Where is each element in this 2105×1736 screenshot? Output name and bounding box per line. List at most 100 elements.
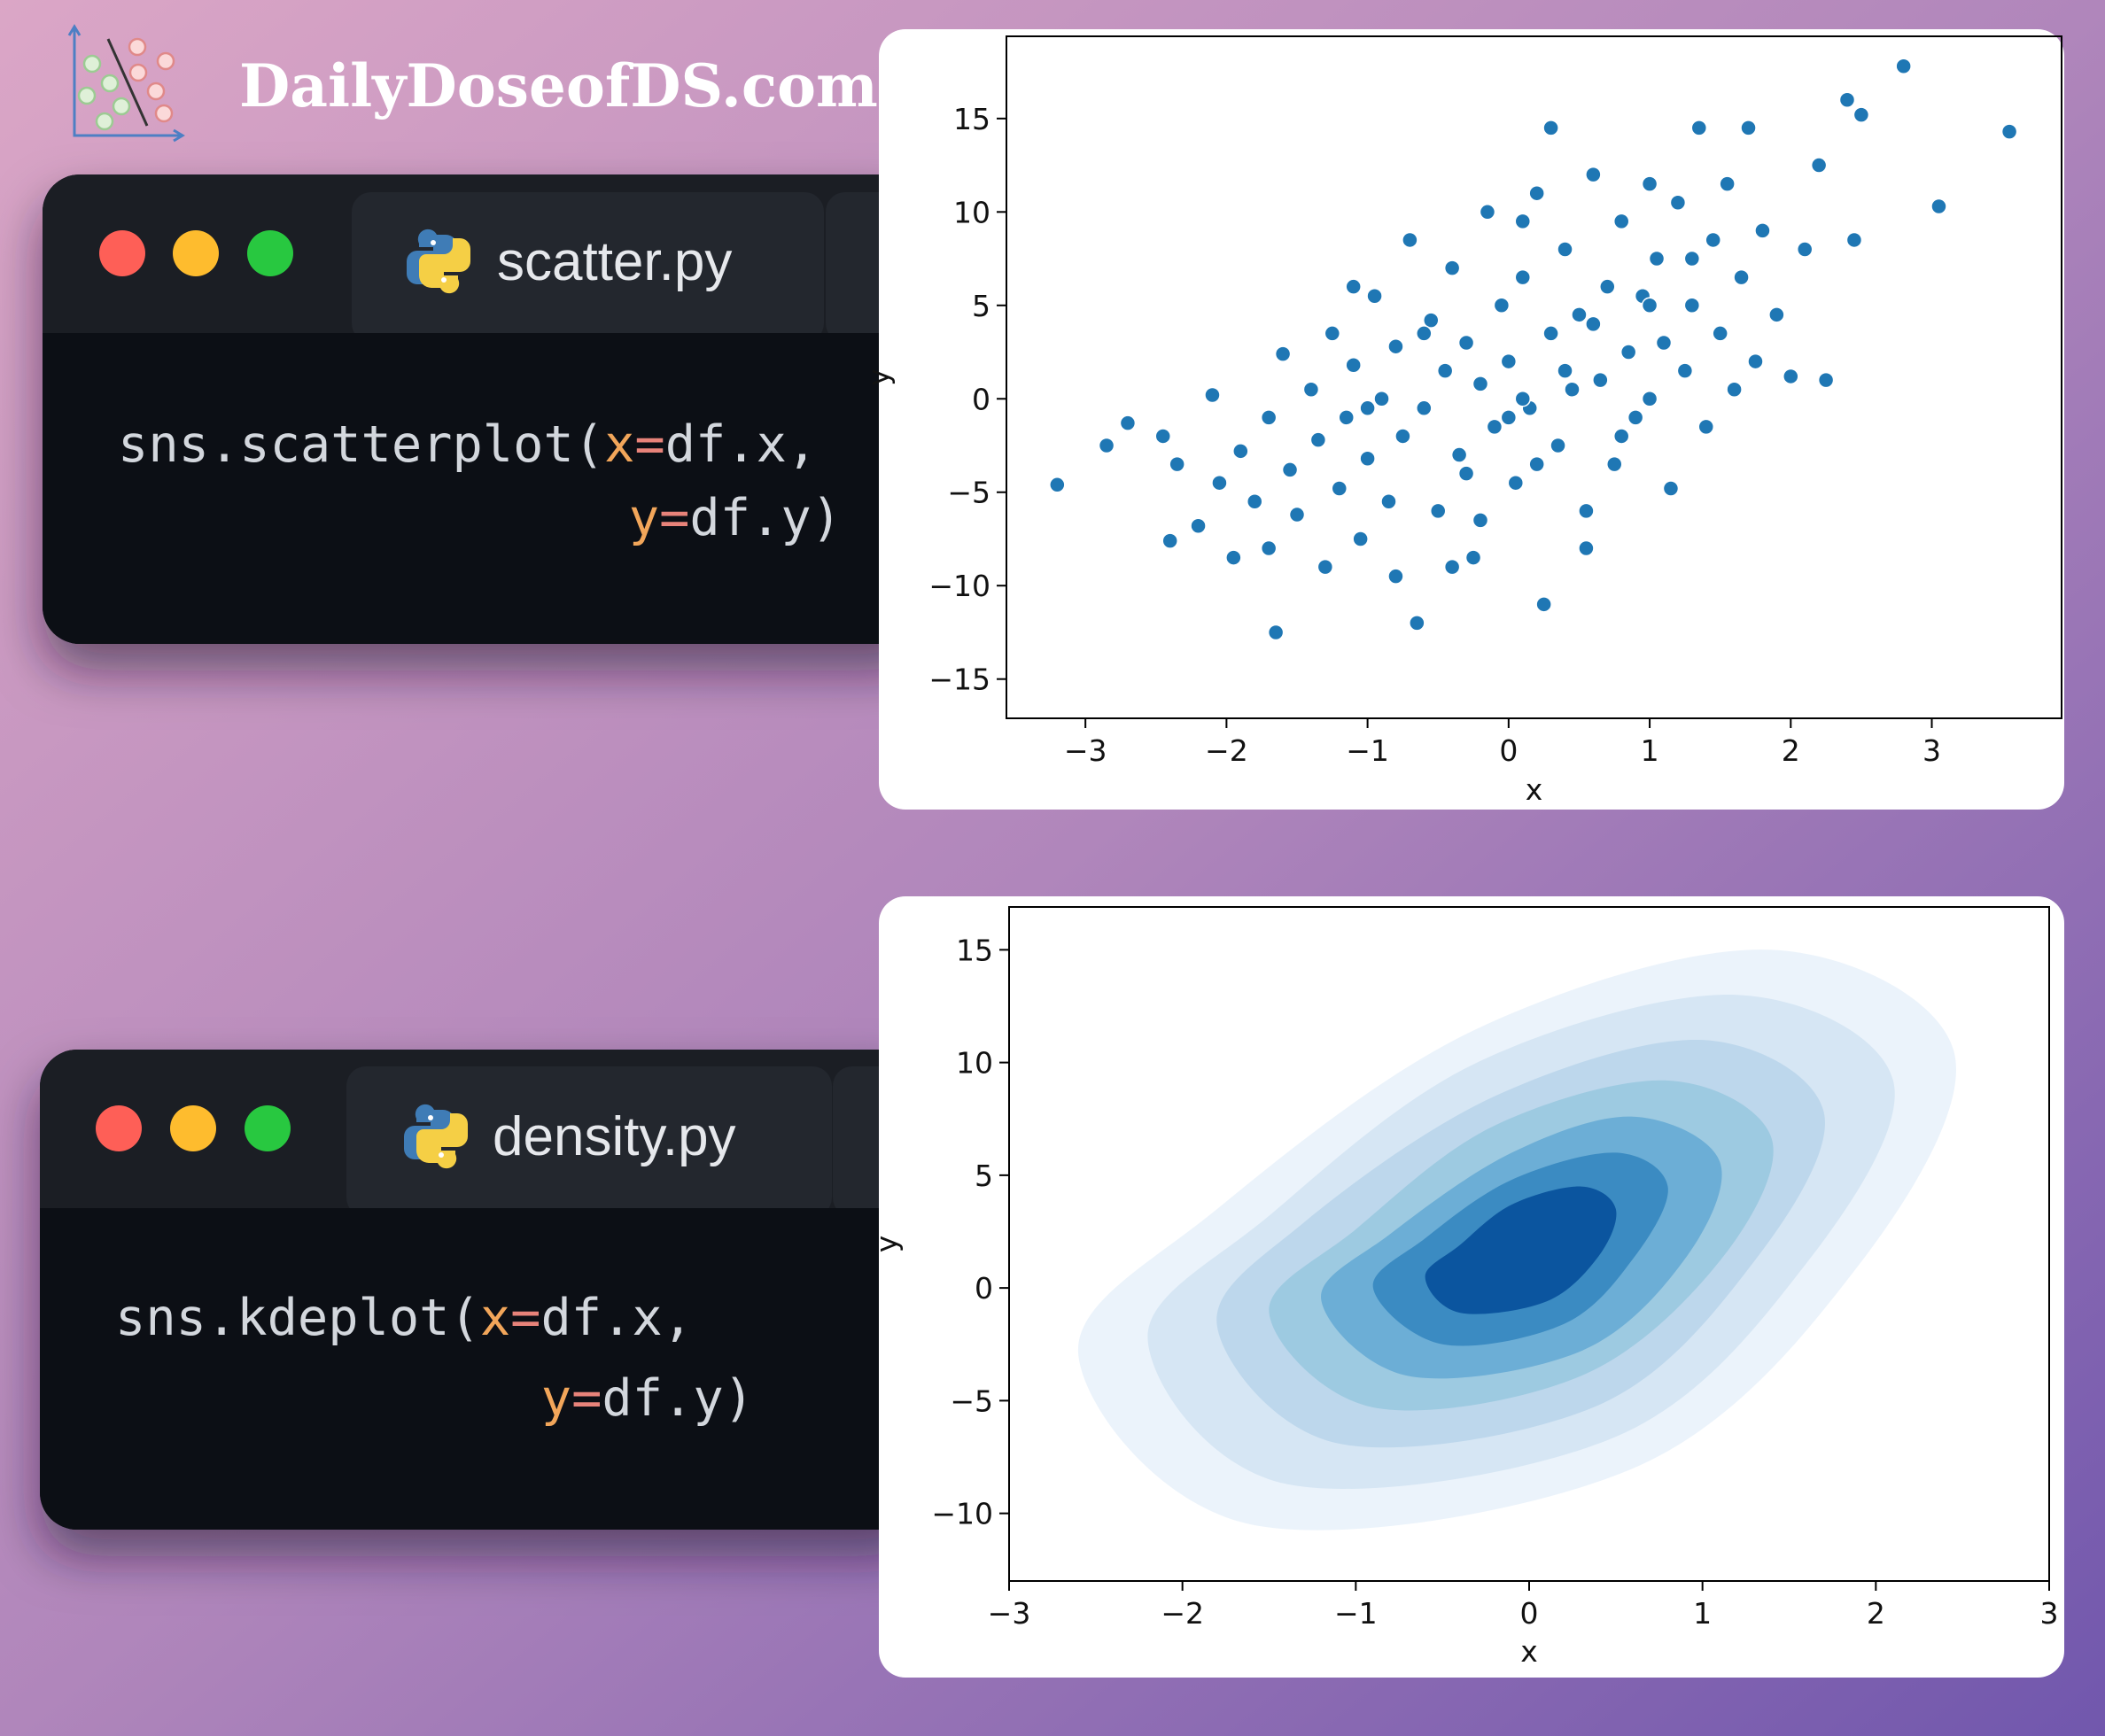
x-tick-label: 2 bbox=[1867, 1596, 1885, 1631]
x-tick-label: −1 bbox=[1346, 733, 1389, 768]
scatter-point bbox=[1472, 376, 1489, 392]
brand-title: DailyDoseofDS.com bbox=[239, 51, 878, 120]
scatter-point bbox=[1564, 381, 1581, 398]
axes-frame bbox=[1006, 35, 2062, 719]
scatter-point bbox=[1550, 437, 1566, 454]
scatter-point bbox=[1578, 539, 1595, 557]
code-token: sns.scatterplot( bbox=[118, 415, 604, 474]
scatter-point bbox=[1472, 512, 1489, 529]
window-zoom[interactable] bbox=[247, 230, 293, 276]
scatter-point bbox=[1705, 231, 1721, 249]
scatter-point bbox=[1585, 315, 1602, 333]
scatter-point bbox=[1838, 91, 1856, 108]
code-line: y=df.y) bbox=[629, 489, 842, 547]
file-tab[interactable]: scatter.py bbox=[497, 231, 732, 292]
window-close[interactable] bbox=[99, 230, 145, 276]
scatter-point bbox=[1697, 418, 1715, 436]
y-tick-label: 15 bbox=[953, 102, 990, 136]
code-line: y=df.y) bbox=[541, 1369, 754, 1428]
scatter-point bbox=[1373, 391, 1390, 407]
scatter-point bbox=[1436, 362, 1454, 379]
x-tick-label: −3 bbox=[988, 1596, 1031, 1631]
scatter-point bbox=[1359, 399, 1376, 417]
y-tick-label: 0 bbox=[975, 1271, 993, 1306]
scatter-point bbox=[1443, 558, 1461, 576]
scatter-point bbox=[1402, 231, 1418, 249]
code-block: sns.scatterplot(x=df.x,y=df.y) bbox=[118, 415, 842, 547]
y-tick-label: 0 bbox=[972, 382, 990, 416]
window-minimize[interactable] bbox=[170, 1105, 216, 1151]
y-tick-label: 5 bbox=[975, 1159, 993, 1193]
scatter-point bbox=[1331, 480, 1348, 497]
scatter-point bbox=[1409, 615, 1425, 632]
scatter-point bbox=[1288, 506, 1306, 523]
scatter-point bbox=[1606, 455, 1623, 473]
scatter-point bbox=[1457, 465, 1475, 482]
scatter-point bbox=[1528, 455, 1545, 473]
code-token: y bbox=[629, 489, 659, 547]
scatter-point bbox=[1232, 443, 1249, 460]
scatter-point bbox=[1578, 502, 1595, 520]
scatter-point bbox=[1733, 268, 1750, 286]
scatter-point bbox=[1274, 345, 1292, 362]
scatter-point bbox=[1423, 312, 1440, 329]
code-token: sns.kdeplot( bbox=[115, 1289, 480, 1347]
scatter-point bbox=[1740, 120, 1757, 136]
scatter-point bbox=[1599, 278, 1616, 295]
scatter-point bbox=[1719, 175, 1736, 192]
file-tab[interactable]: density.py bbox=[493, 1106, 736, 1167]
scatter-point bbox=[1324, 325, 1341, 342]
scatter-point bbox=[1655, 334, 1673, 352]
scatter-point bbox=[1669, 194, 1687, 212]
y-tick-label: 10 bbox=[953, 195, 990, 229]
scatter-point bbox=[1930, 198, 1947, 215]
scatter-point bbox=[1345, 278, 1362, 295]
scatter-point bbox=[2000, 123, 2018, 140]
scatter-point bbox=[1627, 409, 1644, 426]
scatter-point bbox=[1641, 175, 1658, 192]
scatter-point bbox=[1612, 428, 1630, 445]
window-close[interactable] bbox=[96, 1105, 142, 1151]
scatter-point bbox=[1585, 166, 1602, 183]
x-tick-label: 1 bbox=[1693, 1596, 1712, 1631]
code-window-frame bbox=[40, 1050, 926, 1530]
scatter-point bbox=[1345, 357, 1362, 374]
scatter-point bbox=[1514, 213, 1532, 230]
density-contour bbox=[1425, 1186, 1617, 1314]
scatter-point bbox=[1302, 381, 1320, 398]
scatter-point bbox=[1754, 222, 1771, 239]
scatter-point bbox=[1542, 325, 1559, 342]
x-tick-label: −1 bbox=[1334, 1596, 1378, 1631]
scatter-point bbox=[1592, 371, 1609, 389]
scatter-point bbox=[1796, 241, 1814, 258]
x-tick-label: 0 bbox=[1499, 733, 1518, 768]
code-token: y bbox=[541, 1369, 571, 1428]
scatter-point bbox=[1317, 558, 1334, 576]
y-axis-label: y bbox=[869, 1236, 904, 1253]
scatter-point bbox=[1380, 493, 1397, 510]
scatter-point bbox=[1260, 539, 1278, 557]
scatter-point bbox=[1394, 428, 1411, 445]
x-axis-label: x bbox=[1520, 1634, 1538, 1669]
scatter-point bbox=[1281, 461, 1299, 478]
window-minimize[interactable] bbox=[173, 230, 219, 276]
scatter-point bbox=[1557, 362, 1573, 379]
code-token: = bbox=[659, 489, 689, 547]
scatter-point bbox=[1507, 474, 1525, 492]
scatter-point bbox=[1211, 474, 1228, 492]
y-tick-label: 5 bbox=[972, 289, 990, 323]
x-tick-label: −2 bbox=[1161, 1596, 1204, 1631]
y-axis-label: y bbox=[861, 368, 896, 386]
scatter-point bbox=[1416, 399, 1433, 417]
code-token: df.x, bbox=[540, 1289, 693, 1347]
window-zoom[interactable] bbox=[245, 1105, 291, 1151]
scatter-point bbox=[1309, 431, 1327, 448]
scatter-point bbox=[1571, 306, 1588, 323]
scatter-point bbox=[1648, 250, 1666, 267]
scatter-point bbox=[1612, 213, 1630, 230]
x-tick-label: 3 bbox=[1922, 733, 1941, 768]
scatter-point bbox=[1683, 297, 1701, 314]
scatter-point bbox=[1768, 306, 1785, 323]
code-token: x bbox=[480, 1289, 510, 1347]
